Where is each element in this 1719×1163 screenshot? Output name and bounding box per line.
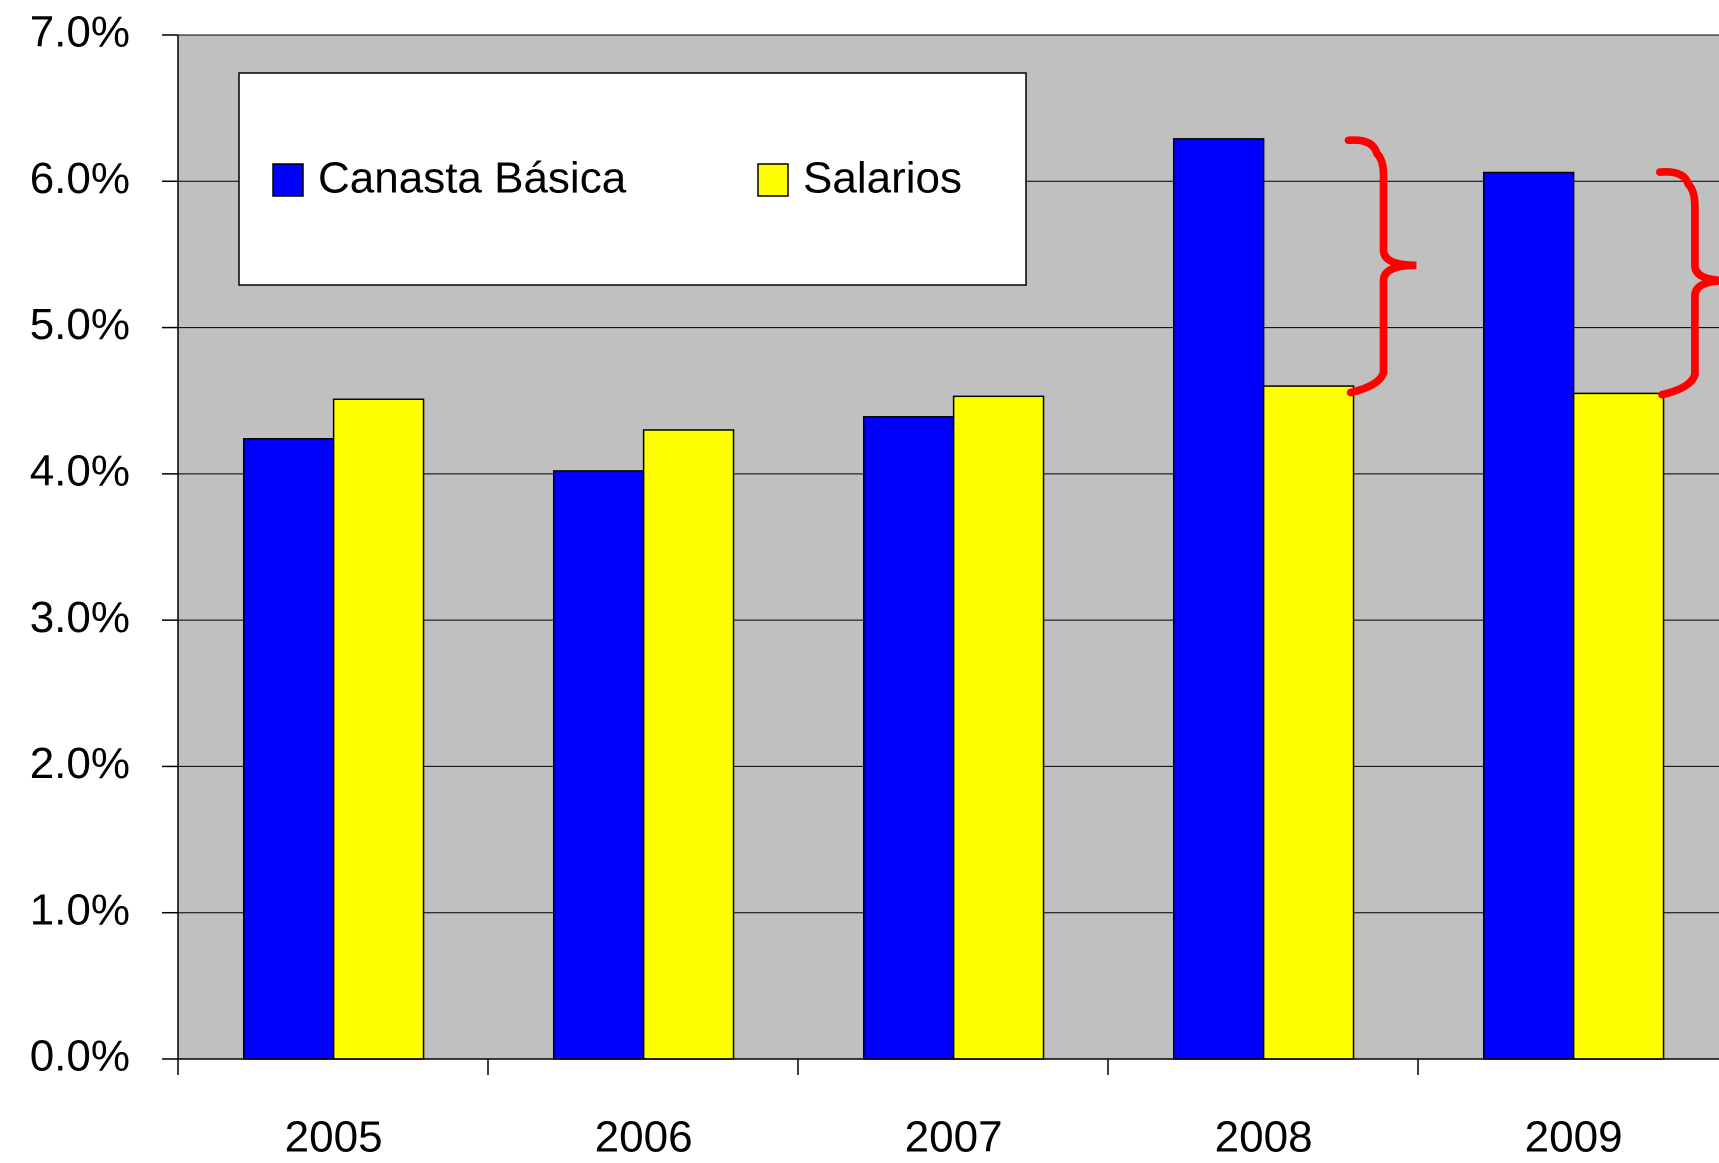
x-tick-label: 2007 (905, 1113, 1003, 1162)
bar (1172, 138, 1265, 1060)
bar (862, 416, 955, 1060)
y-tick-label: 3.0% (30, 593, 130, 642)
y-tick-label: 5.0% (30, 300, 130, 349)
x-tick-label: 2006 (595, 1113, 693, 1162)
y-tick-label: 6.0% (30, 154, 130, 203)
bar (1572, 392, 1665, 1060)
bar (242, 437, 335, 1060)
legend-label: Canasta Básica (318, 154, 627, 203)
y-tick-label: 0.0% (30, 1032, 130, 1081)
y-tick-label: 4.0% (30, 446, 130, 495)
y-tick-label: 7.0% (30, 8, 130, 57)
bar (552, 470, 645, 1060)
legend-label: Salarios (803, 154, 962, 203)
x-tick-label: 2005 (285, 1113, 383, 1162)
bar (1262, 385, 1355, 1060)
legend-swatch (757, 163, 789, 197)
legend-swatch (272, 163, 304, 197)
bar (1482, 171, 1575, 1060)
bar (642, 429, 735, 1060)
y-tick-label: 2.0% (30, 739, 130, 788)
brace (1655, 167, 1719, 399)
brace (1344, 136, 1417, 397)
x-tick-label: 2008 (1215, 1113, 1313, 1162)
x-tick-label: 2009 (1525, 1113, 1623, 1162)
y-tick-label: 1.0% (30, 885, 130, 934)
bar (952, 395, 1045, 1060)
annotation-braces (1344, 136, 1719, 399)
bar (332, 398, 425, 1060)
legend (238, 72, 1027, 286)
